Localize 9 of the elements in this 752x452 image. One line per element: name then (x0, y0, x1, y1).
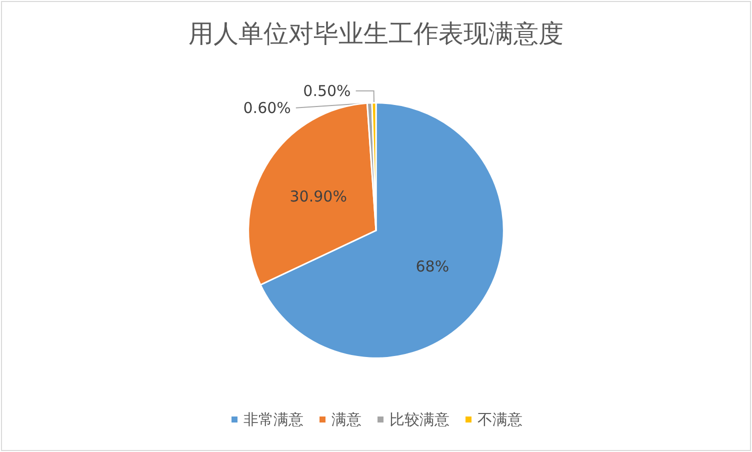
data-label: 30.90% (290, 188, 347, 206)
data-label: 0.50% (303, 82, 351, 100)
legend-label: 非常满意 (244, 410, 304, 428)
legend-label: 满意 (332, 410, 362, 428)
legend-label: 不满意 (478, 410, 522, 428)
legend-label: 比较满意 (390, 410, 450, 428)
chart-title: 用人单位对毕业生工作表现满意度 (188, 19, 564, 48)
data-label: 0.60% (243, 98, 291, 117)
data-label: 68% (416, 257, 450, 276)
